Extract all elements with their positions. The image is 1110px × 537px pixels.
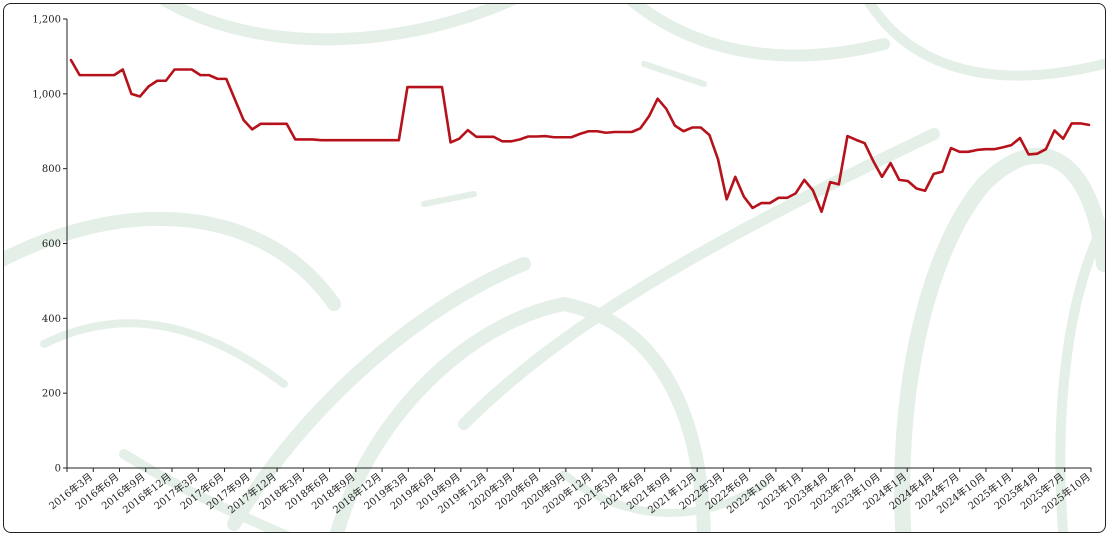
y-tick-label: 200: [42, 389, 61, 400]
plot-area: [69, 58, 1091, 213]
y-tick-label: 800: [42, 164, 61, 175]
y-tick-label: 0: [55, 464, 61, 475]
line-chart: 02004006008001,0001,2002016年3月2016年6月201…: [4, 4, 1105, 532]
y-tick-label: 400: [42, 314, 61, 325]
y-tick-label: 600: [42, 239, 61, 250]
chart-frame: 0 200 400 600 800 1,000 1,200 2016年3月 2016年6月 201…: [3, 3, 1106, 533]
y-tick-label: 1,200: [32, 15, 61, 26]
background-decoration: [4, 4, 1105, 532]
y-tick-label: 1,000: [32, 89, 61, 100]
series-line: [69, 58, 1091, 213]
